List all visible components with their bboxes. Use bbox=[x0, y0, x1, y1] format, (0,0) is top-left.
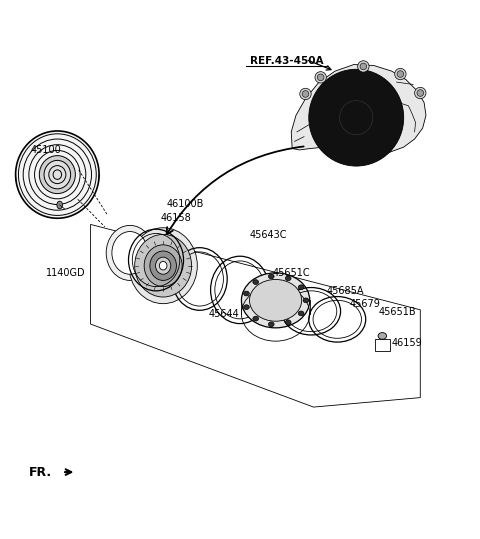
Ellipse shape bbox=[244, 291, 249, 296]
Ellipse shape bbox=[44, 161, 71, 189]
Ellipse shape bbox=[253, 280, 259, 285]
Ellipse shape bbox=[317, 74, 324, 81]
Text: 45100: 45100 bbox=[30, 145, 61, 155]
Text: 45685A: 45685A bbox=[326, 286, 364, 296]
Ellipse shape bbox=[298, 285, 304, 289]
Ellipse shape bbox=[300, 88, 311, 100]
Text: 45679: 45679 bbox=[349, 299, 380, 309]
Ellipse shape bbox=[129, 228, 197, 303]
Ellipse shape bbox=[397, 71, 404, 78]
Ellipse shape bbox=[15, 131, 99, 218]
Ellipse shape bbox=[150, 251, 177, 280]
Ellipse shape bbox=[144, 245, 182, 287]
Text: 45644: 45644 bbox=[208, 309, 239, 319]
Ellipse shape bbox=[415, 87, 426, 99]
Ellipse shape bbox=[298, 311, 304, 316]
Ellipse shape bbox=[417, 89, 424, 96]
Ellipse shape bbox=[309, 70, 404, 166]
Ellipse shape bbox=[395, 68, 406, 80]
Ellipse shape bbox=[39, 156, 75, 194]
Ellipse shape bbox=[253, 316, 259, 321]
Ellipse shape bbox=[244, 305, 249, 309]
Ellipse shape bbox=[159, 261, 167, 270]
Ellipse shape bbox=[106, 225, 154, 280]
Ellipse shape bbox=[285, 276, 291, 281]
Ellipse shape bbox=[302, 91, 309, 97]
Text: 45643C: 45643C bbox=[250, 230, 287, 240]
Ellipse shape bbox=[57, 201, 62, 209]
Text: 46159: 46159 bbox=[392, 338, 422, 348]
Ellipse shape bbox=[241, 273, 310, 328]
Ellipse shape bbox=[285, 320, 291, 324]
FancyBboxPatch shape bbox=[375, 339, 390, 351]
Ellipse shape bbox=[360, 63, 367, 70]
Ellipse shape bbox=[268, 274, 274, 279]
Ellipse shape bbox=[135, 234, 192, 297]
Ellipse shape bbox=[112, 232, 148, 274]
Ellipse shape bbox=[156, 257, 171, 274]
Text: 46100B: 46100B bbox=[167, 199, 204, 209]
Text: 46158: 46158 bbox=[160, 213, 191, 223]
Text: 45651B: 45651B bbox=[379, 307, 417, 317]
Text: 45651C: 45651C bbox=[272, 268, 310, 278]
Text: 1140GD: 1140GD bbox=[46, 268, 85, 278]
Ellipse shape bbox=[378, 333, 386, 339]
Polygon shape bbox=[291, 65, 426, 155]
Ellipse shape bbox=[268, 322, 274, 327]
Text: REF.43-450A: REF.43-450A bbox=[250, 56, 323, 66]
Ellipse shape bbox=[315, 72, 326, 83]
Ellipse shape bbox=[358, 61, 369, 72]
Text: FR.: FR. bbox=[29, 466, 52, 479]
Ellipse shape bbox=[250, 279, 301, 321]
Ellipse shape bbox=[303, 298, 309, 303]
